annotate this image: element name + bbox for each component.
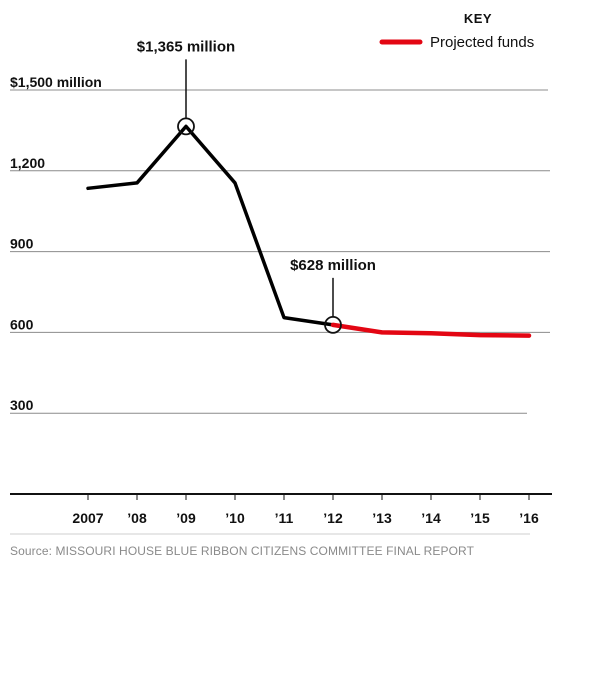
data-point (234, 182, 236, 184)
x-tick-label: ’10 (225, 510, 245, 526)
y-tick-label: 900 (10, 236, 34, 252)
y-tick-label: 1,200 (10, 155, 45, 171)
series-line-projected (330, 322, 532, 338)
data-point (528, 335, 530, 337)
x-tick-label: 2007 (72, 510, 103, 526)
line-chart: $1,500 million 1,200 900 600 300 2007 ’08 ’09 ’… (10, 11, 552, 535)
x-tick-label: ’15 (470, 510, 490, 526)
data-point (185, 125, 187, 127)
annotation-label: $1,365 million (137, 38, 235, 55)
data-point (283, 317, 285, 319)
y-tick-label: 300 (10, 397, 34, 413)
legend-title: KEY (464, 11, 492, 26)
annotation-label: $628 million (290, 257, 376, 274)
x-axis-ticks: 2007 ’08 ’09 ’10 ’11 ’12 ’13 ’14 ’15 ’16 (72, 494, 539, 526)
annotations: $1,365 million $628 million (137, 38, 376, 334)
annotation-marker (177, 117, 195, 136)
data-point (381, 331, 383, 333)
legend: KEY Projected funds (379, 11, 534, 51)
x-tick-label: ’13 (372, 510, 392, 526)
legend-label: Projected funds (430, 34, 534, 51)
y-axis-ticks: $1,500 million 1,200 900 600 300 (10, 74, 102, 413)
data-point (136, 182, 138, 184)
y-tick-label: 600 (10, 316, 34, 332)
annotation-marker (324, 315, 342, 334)
x-tick-label: ’11 (275, 510, 294, 526)
series-line-actual (86, 124, 335, 327)
x-tick-label: ’08 (127, 510, 147, 526)
x-tick-label: ’16 (519, 510, 539, 526)
data-point (87, 187, 89, 189)
y-tick-label: $1,500 million (10, 74, 102, 90)
data-point (332, 324, 334, 326)
series-lines (86, 124, 532, 338)
data-point (430, 332, 432, 334)
source-note: Source: MISSOURI HOUSE BLUE RIBBON CITIZ… (10, 544, 475, 558)
x-tick-label: ’14 (421, 510, 441, 526)
gridlines (10, 89, 552, 535)
data-point (479, 334, 481, 336)
x-tick-label: ’09 (176, 510, 196, 526)
x-tick-label: ’12 (323, 510, 343, 526)
